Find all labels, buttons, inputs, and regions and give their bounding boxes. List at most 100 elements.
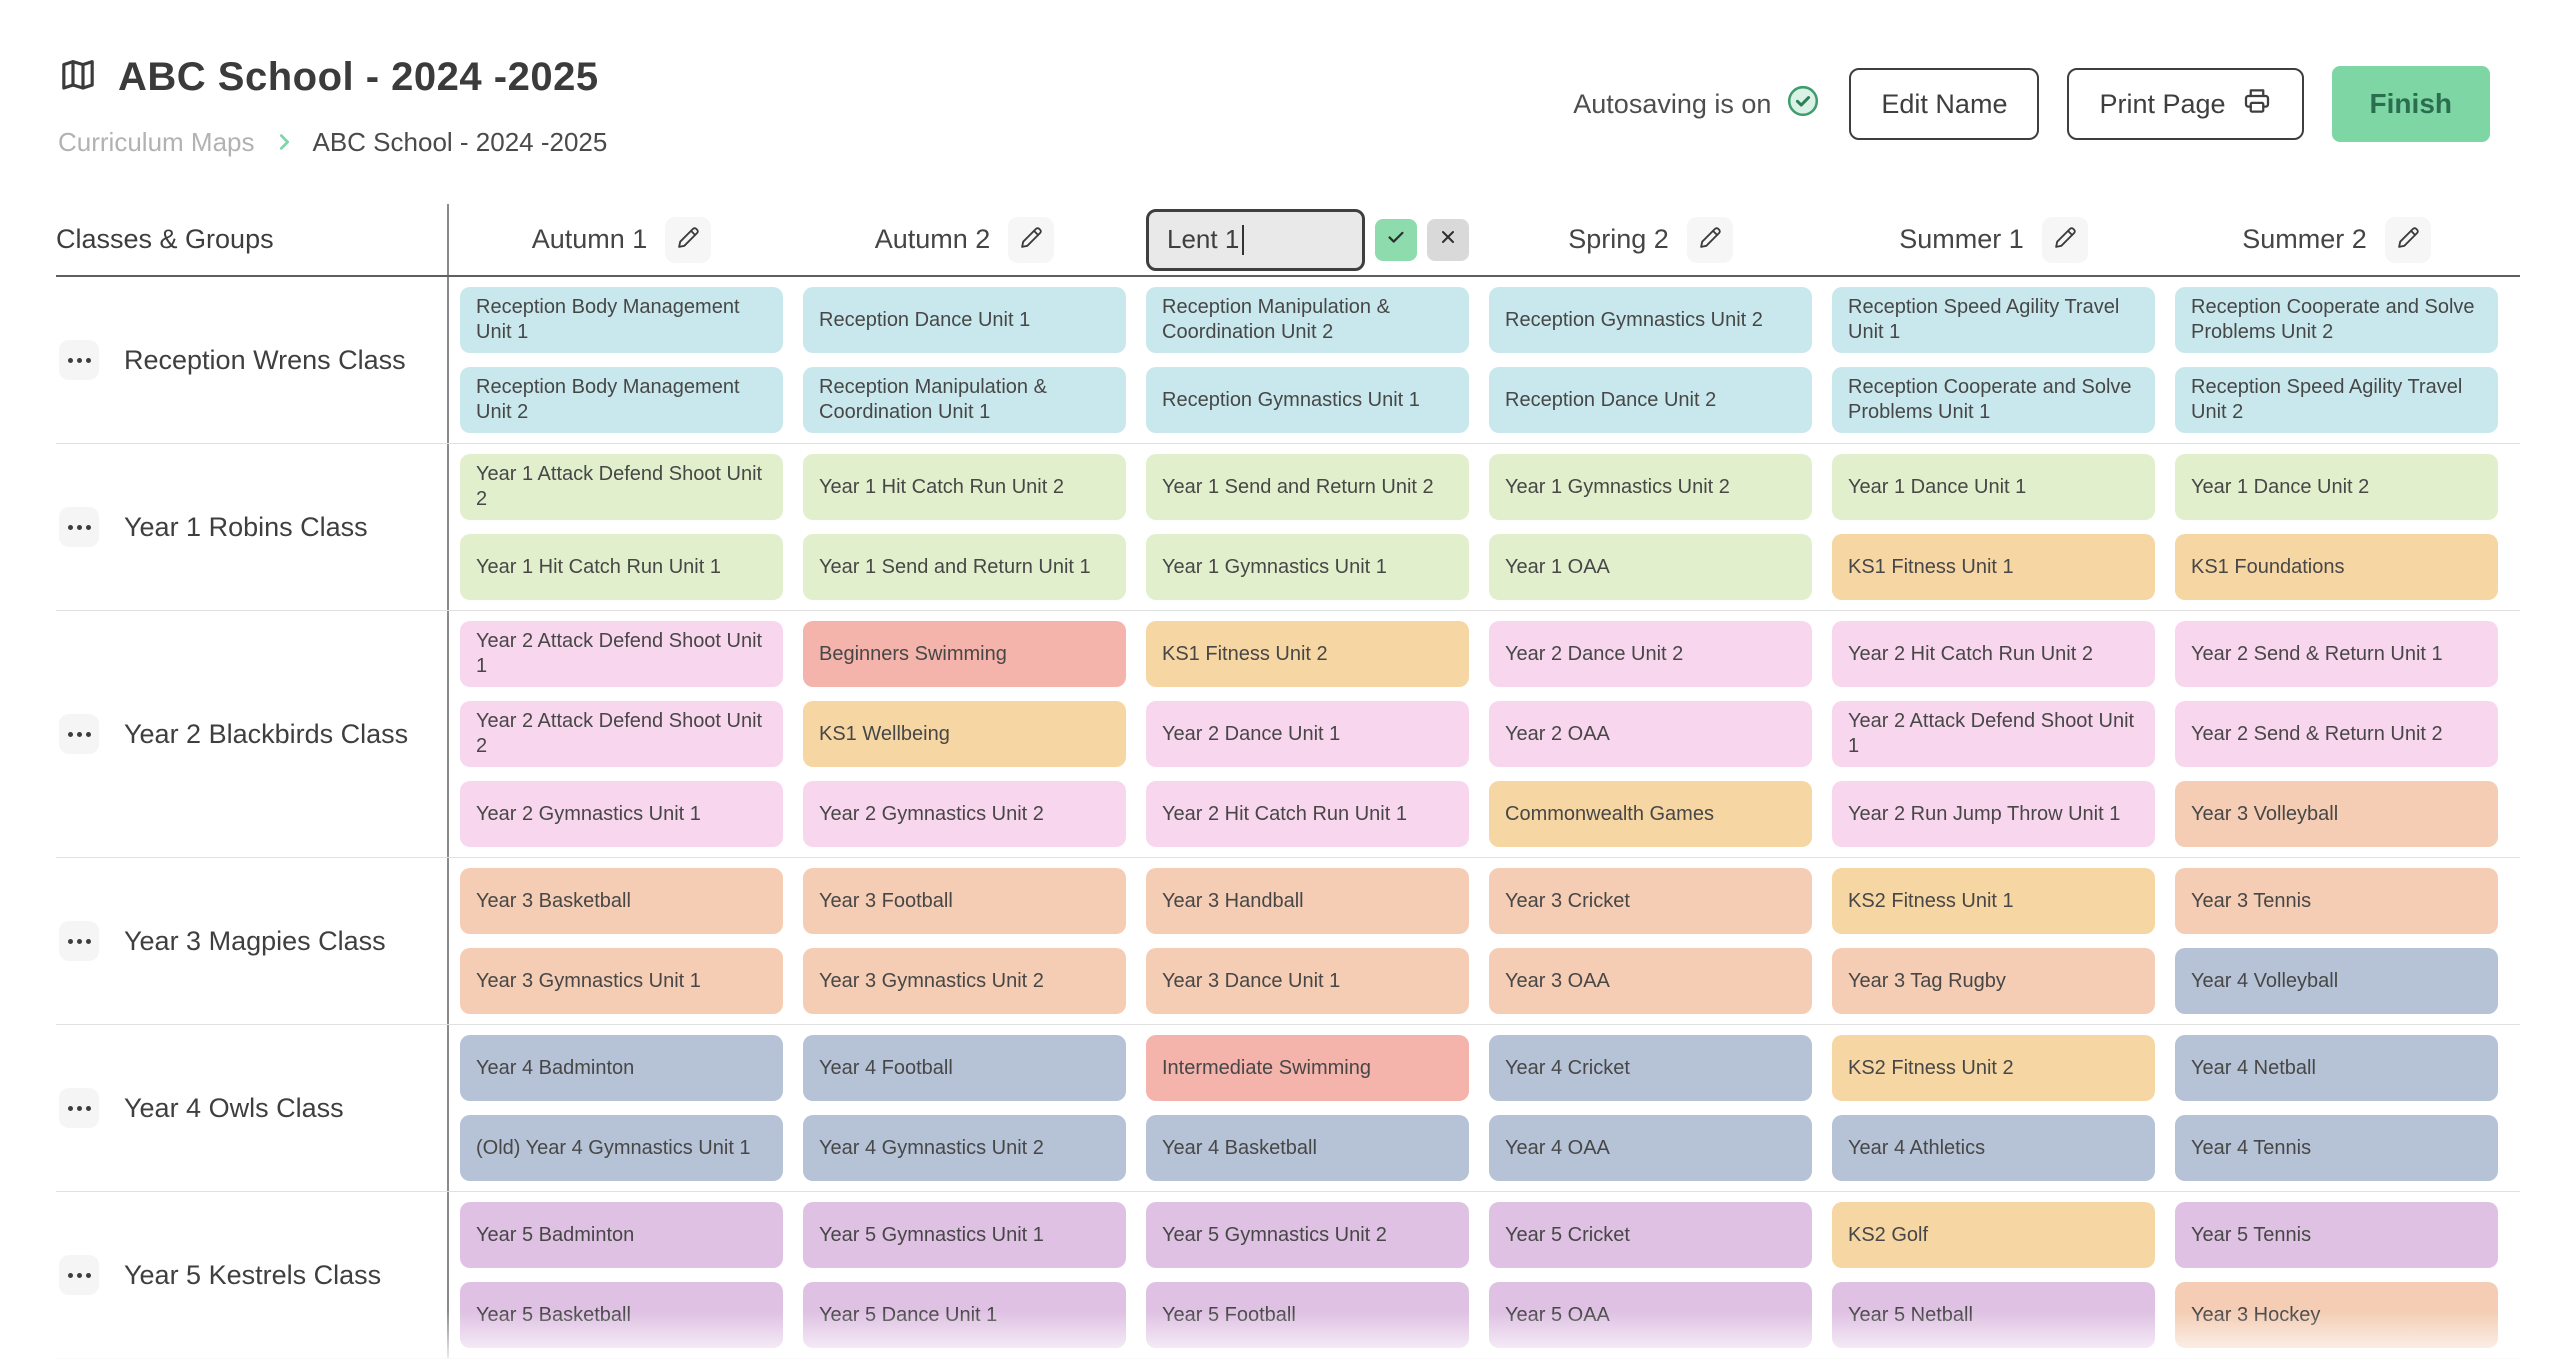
unit-card[interactable]: Year 4 Athletics — [1832, 1115, 2155, 1181]
unit-card[interactable]: KS2 Fitness Unit 2 — [1832, 1035, 2155, 1101]
unit-card[interactable]: Year 1 Hit Catch Run Unit 1 — [460, 534, 783, 600]
unit-card[interactable]: Year 4 Tennis — [2175, 1115, 2498, 1181]
unit-card[interactable]: Year 5 Netball — [1832, 1282, 2155, 1348]
edit-term-button[interactable] — [2041, 216, 2088, 263]
unit-card[interactable]: Year 2 Dance Unit 1 — [1146, 701, 1469, 767]
unit-card[interactable]: KS1 Foundations — [2175, 534, 2498, 600]
unit-card[interactable]: Reception Manipulation & Coordination Un… — [1146, 287, 1469, 353]
unit-card[interactable]: Reception Speed Agility Travel Unit 1 — [1832, 287, 2155, 353]
unit-card[interactable]: Reception Cooperate and Solve Problems U… — [1832, 367, 2155, 433]
unit-card[interactable]: Reception Body Management Unit 1 — [460, 287, 783, 353]
unit-card[interactable]: Year 4 Netball — [2175, 1035, 2498, 1101]
term-cell-area: Year 4 Badminton (Old) Year 4 Gymnastics … — [449, 1025, 2520, 1191]
unit-card[interactable]: KS1 Fitness Unit 1 — [1832, 534, 2155, 600]
unit-card[interactable]: Intermediate Swimming — [1146, 1035, 1469, 1101]
unit-card[interactable]: Year 2 Run Jump Throw Unit 1 — [1832, 781, 2155, 847]
unit-card[interactable]: KS1 Wellbeing — [803, 701, 1126, 767]
unit-card[interactable]: Year 5 Tennis — [2175, 1202, 2498, 1268]
unit-card[interactable]: Year 1 Send and Return Unit 2 — [1146, 454, 1469, 520]
breadcrumb-parent-link[interactable]: Curriculum Maps — [58, 126, 255, 157]
unit-card[interactable]: Year 4 Gymnastics Unit 2 — [803, 1115, 1126, 1181]
unit-card[interactable]: Reception Manipulation & Coordination Un… — [803, 367, 1126, 433]
unit-card[interactable]: Year 2 OAA — [1489, 701, 1812, 767]
unit-card[interactable]: Year 1 OAA — [1489, 534, 1812, 600]
unit-card[interactable]: Year 3 Handball — [1146, 868, 1469, 934]
unit-card[interactable]: Year 4 Football — [803, 1035, 1126, 1101]
unit-card[interactable]: Year 3 Basketball — [460, 868, 783, 934]
unit-card[interactable]: Reception Speed Agility Travel Unit 2 — [2175, 367, 2498, 433]
unit-card[interactable]: Year 2 Send & Return Unit 1 — [2175, 621, 2498, 687]
unit-card[interactable]: Year 3 Dance Unit 1 — [1146, 948, 1469, 1014]
unit-card[interactable]: Year 1 Attack Defend Shoot Unit 2 — [460, 454, 783, 520]
unit-card[interactable]: Reception Gymnastics Unit 2 — [1489, 287, 1812, 353]
unit-card[interactable]: Reception Dance Unit 2 — [1489, 367, 1812, 433]
unit-card[interactable]: Year 4 Cricket — [1489, 1035, 1812, 1101]
class-menu-button[interactable] — [59, 340, 99, 380]
unit-card[interactable]: Reception Cooperate and Solve Problems U… — [2175, 287, 2498, 353]
classes-groups-label: Classes & Groups — [56, 224, 274, 254]
class-menu-button[interactable] — [59, 1088, 99, 1128]
unit-card[interactable]: Year 1 Dance Unit 1 — [1832, 454, 2155, 520]
unit-card[interactable]: Year 1 Send and Return Unit 1 — [803, 534, 1126, 600]
unit-card[interactable]: Reception Body Management Unit 2 — [460, 367, 783, 433]
unit-card[interactable]: Year 2 Attack Defend Shoot Unit 1 — [460, 621, 783, 687]
unit-card[interactable]: Year 3 Tag Rugby — [1832, 948, 2155, 1014]
unit-card[interactable]: Year 2 Gymnastics Unit 2 — [803, 781, 1126, 847]
edit-name-button[interactable]: Edit Name — [1849, 68, 2040, 140]
cancel-rename-button[interactable] — [1427, 218, 1469, 261]
unit-card[interactable]: Year 5 Gymnastics Unit 1 — [803, 1202, 1126, 1268]
unit-card[interactable]: Year 1 Gymnastics Unit 2 — [1489, 454, 1812, 520]
term-name-input[interactable]: Lent 1 — [1146, 208, 1365, 271]
unit-card[interactable]: Year 4 OAA — [1489, 1115, 1812, 1181]
unit-card[interactable]: Year 5 Gymnastics Unit 2 — [1146, 1202, 1469, 1268]
edit-term-button[interactable] — [2384, 216, 2431, 263]
class-menu-button[interactable] — [59, 921, 99, 961]
unit-card[interactable]: Year 3 OAA — [1489, 948, 1812, 1014]
unit-card[interactable]: Year 5 Basketball — [460, 1282, 783, 1348]
unit-card[interactable]: Year 2 Gymnastics Unit 1 — [460, 781, 783, 847]
unit-card[interactable]: Year 3 Volleyball — [2175, 781, 2498, 847]
unit-card[interactable]: Year 5 Cricket — [1489, 1202, 1812, 1268]
chevron-right-icon — [273, 131, 295, 153]
unit-card[interactable]: (Old) Year 4 Gymnastics Unit 1 — [460, 1115, 783, 1181]
edit-term-button[interactable] — [1008, 216, 1055, 263]
unit-card[interactable]: KS1 Fitness Unit 2 — [1146, 621, 1469, 687]
unit-card[interactable]: KS2 Fitness Unit 1 — [1832, 868, 2155, 934]
unit-card[interactable]: Year 5 Football — [1146, 1282, 1469, 1348]
unit-card[interactable]: Year 2 Hit Catch Run Unit 2 — [1832, 621, 2155, 687]
class-menu-button[interactable] — [59, 507, 99, 547]
unit-card[interactable]: Year 5 Badminton — [460, 1202, 783, 1268]
unit-card[interactable]: Beginners Swimming — [803, 621, 1126, 687]
unit-card[interactable]: Year 3 Football — [803, 868, 1126, 934]
unit-card[interactable]: Year 4 Badminton — [460, 1035, 783, 1101]
class-menu-button[interactable] — [59, 1255, 99, 1295]
unit-card[interactable]: Year 5 OAA — [1489, 1282, 1812, 1348]
unit-card[interactable]: Commonwealth Games — [1489, 781, 1812, 847]
edit-term-button[interactable] — [1686, 216, 1733, 263]
unit-card[interactable]: Year 3 Hockey — [2175, 1282, 2498, 1348]
unit-card[interactable]: Reception Gymnastics Unit 1 — [1146, 367, 1469, 433]
unit-card[interactable]: Year 5 Dance Unit 1 — [803, 1282, 1126, 1348]
edit-term-button[interactable] — [665, 216, 712, 263]
class-menu-button[interactable] — [59, 714, 99, 754]
unit-card[interactable]: Year 2 Send & Return Unit 2 — [2175, 701, 2498, 767]
unit-card[interactable]: Year 1 Gymnastics Unit 1 — [1146, 534, 1469, 600]
unit-card[interactable]: Year 3 Cricket — [1489, 868, 1812, 934]
class-name: Year 2 Blackbirds Class — [124, 718, 409, 749]
unit-card[interactable]: Year 2 Hit Catch Run Unit 1 — [1146, 781, 1469, 847]
unit-card[interactable]: Year 3 Gymnastics Unit 2 — [803, 948, 1126, 1014]
confirm-rename-button[interactable] — [1375, 218, 1417, 261]
unit-card[interactable]: Year 3 Gymnastics Unit 1 — [460, 948, 783, 1014]
finish-button[interactable]: Finish — [2331, 66, 2490, 142]
print-page-button[interactable]: Print Page — [2067, 68, 2304, 140]
unit-card[interactable]: KS2 Golf — [1832, 1202, 2155, 1268]
unit-card[interactable]: Year 3 Tennis — [2175, 868, 2498, 934]
unit-card[interactable]: Year 4 Basketball — [1146, 1115, 1469, 1181]
unit-card[interactable]: Year 1 Dance Unit 2 — [2175, 454, 2498, 520]
unit-card[interactable]: Reception Dance Unit 1 — [803, 287, 1126, 353]
unit-card[interactable]: Year 4 Volleyball — [2175, 948, 2498, 1014]
unit-card[interactable]: Year 1 Hit Catch Run Unit 2 — [803, 454, 1126, 520]
unit-card[interactable]: Year 2 Attack Defend Shoot Unit 2 — [460, 701, 783, 767]
unit-card[interactable]: Year 2 Attack Defend Shoot Unit 1 — [1832, 701, 2155, 767]
unit-card[interactable]: Year 2 Dance Unit 2 — [1489, 621, 1812, 687]
